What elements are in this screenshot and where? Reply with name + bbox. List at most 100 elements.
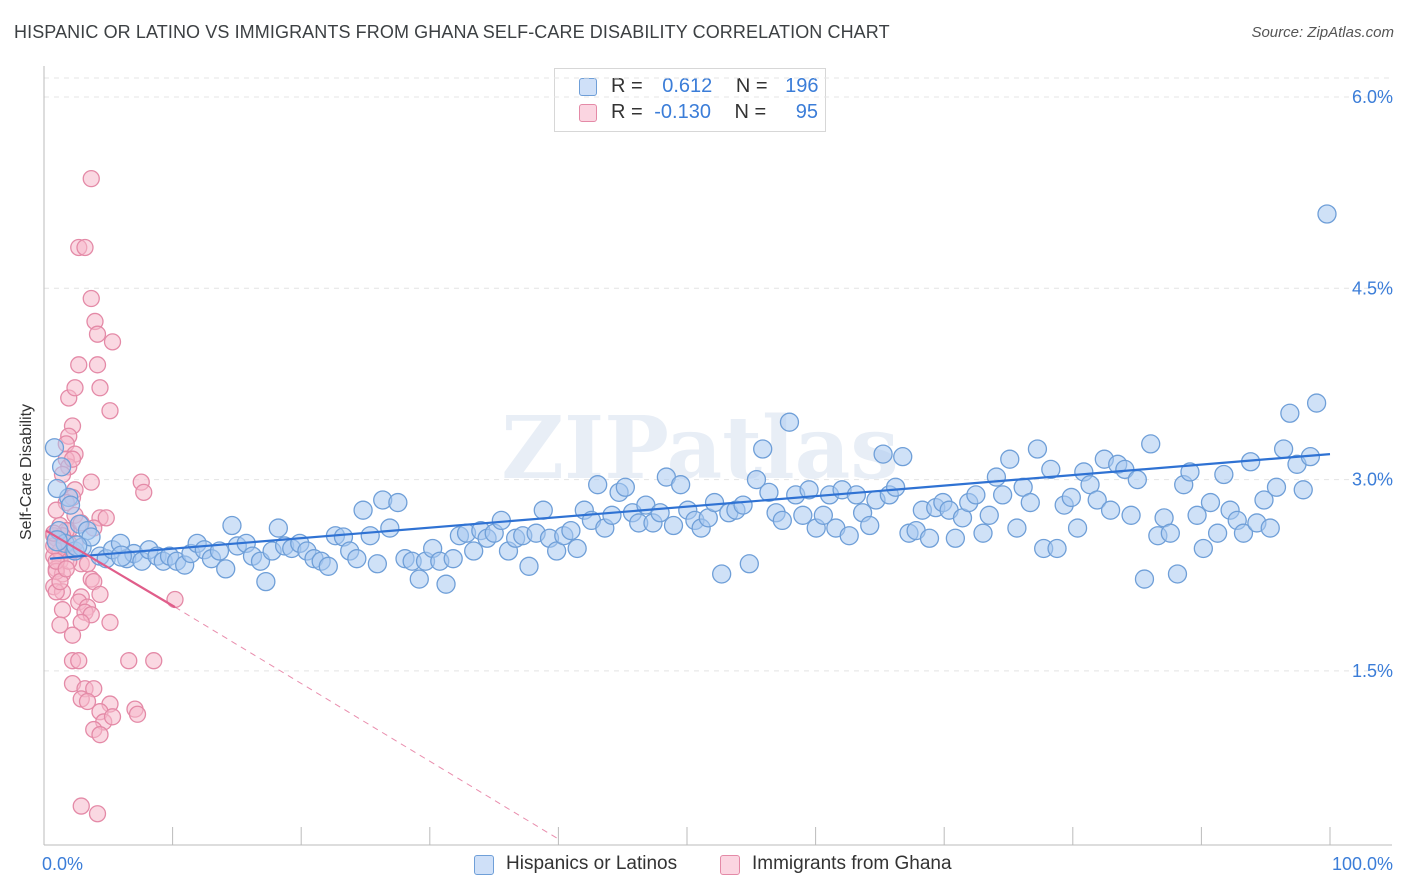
hispanic-point — [966, 485, 986, 505]
hispanic-point — [772, 510, 792, 531]
r-label: R = — [611, 75, 643, 97]
chart-title: HISPANIC OR LATINO VS IMMIGRANTS FROM GH… — [14, 22, 890, 42]
hispanic-point — [746, 469, 767, 490]
hispanic-point — [110, 545, 133, 567]
x-tick-label: 100.0% — [1332, 854, 1393, 874]
hispanic-point — [753, 439, 773, 459]
hispanic-point — [1020, 492, 1040, 513]
ghana-point — [72, 797, 90, 815]
hispanic-trendline — [49, 452, 1331, 560]
hispanic-point — [1273, 439, 1294, 459]
hispanic-point — [409, 569, 429, 589]
r-value: 0.612 — [662, 75, 713, 97]
hispanic-point — [1160, 523, 1180, 543]
hispanic-point — [1127, 469, 1147, 490]
hispanic-point — [1000, 449, 1020, 469]
hispanic-point — [1141, 434, 1161, 454]
hispanic-point — [1280, 403, 1300, 423]
hispanic-point — [712, 564, 732, 584]
hispanic-point — [388, 492, 408, 513]
hispanic-point — [602, 505, 622, 525]
ghana-point — [72, 613, 90, 632]
hispanic-point — [979, 505, 999, 525]
ghana-point — [70, 356, 88, 374]
ghana-point — [82, 473, 100, 491]
stats-legend: R = 0.612 N = 196 R = -0.130 N = 95 — [554, 68, 826, 132]
hispanic-point — [47, 478, 67, 499]
ghana-point — [63, 626, 82, 644]
ghana-point — [82, 169, 100, 188]
hispanic-point — [367, 554, 388, 574]
ghana-point — [128, 705, 147, 723]
legend-label: Immigrants from Ghana — [752, 853, 952, 874]
hispanic-point — [885, 477, 906, 497]
hispanic-point — [919, 528, 940, 548]
ghana-trendline — [45, 529, 176, 609]
hispanic-point — [1180, 462, 1200, 482]
hispanic-point — [443, 549, 463, 569]
y-tick-label: 1.5% — [1352, 661, 1393, 681]
n-value: 95 — [795, 101, 819, 123]
hispanic-point — [222, 515, 242, 536]
hispanic-point — [1027, 439, 1048, 459]
ghana-trendline-extension — [174, 606, 561, 841]
blue-swatch — [474, 855, 494, 875]
hispanic-point — [1306, 393, 1327, 413]
hispanic-point — [353, 500, 373, 520]
hispanic-point — [759, 482, 779, 503]
n-value: 196 — [785, 75, 819, 97]
hispanic-point — [1317, 204, 1337, 224]
hispanic-point — [1214, 464, 1234, 485]
hispanic-point — [663, 515, 684, 536]
hispanic-point — [992, 485, 1013, 505]
hispanic-point — [1254, 490, 1274, 510]
hispanic-point — [347, 549, 367, 569]
hispanic-point — [1167, 564, 1188, 584]
hispanic-point — [945, 528, 966, 548]
ghana-point — [70, 652, 88, 670]
hispanic-point — [615, 477, 635, 497]
n-label: N = — [734, 101, 767, 123]
hispanic-point — [464, 541, 484, 561]
hispanic-point — [1266, 477, 1287, 497]
x-tick-label: 0.0% — [42, 854, 83, 874]
series-legend: Hispanics or Latinos Immigrants from Gha… — [0, 852, 1406, 878]
hispanic-point — [1067, 518, 1088, 538]
hispanic-point — [1193, 538, 1213, 559]
hispanic-point — [268, 518, 288, 538]
hispanic-point — [519, 556, 539, 576]
r-label: R = — [611, 101, 643, 123]
hispanic-point — [51, 457, 72, 477]
ghana-point — [57, 560, 75, 578]
ghana-point — [51, 616, 69, 634]
hispanic-point — [973, 523, 993, 543]
hispanic-point — [216, 559, 236, 579]
hispanic-point — [670, 475, 691, 495]
ghana-point — [101, 402, 119, 420]
hispanic-point — [1061, 487, 1081, 508]
hispanic-point — [1233, 523, 1254, 543]
ghana-point — [91, 379, 109, 397]
hispanic-point — [209, 541, 230, 561]
ghana-point — [101, 613, 119, 632]
pink-swatch — [579, 104, 597, 122]
hispanic-point — [567, 538, 587, 559]
hispanic-point — [360, 526, 380, 546]
watermark: ZIPatlas — [501, 398, 899, 499]
hispanic-point — [46, 530, 68, 552]
ghana-point — [97, 509, 115, 527]
hispanic-point — [893, 446, 913, 467]
ghana-point — [78, 692, 97, 711]
legend-label: Hispanics or Latinos — [506, 853, 678, 874]
hispanic-point — [60, 495, 81, 515]
hispanic-point — [561, 520, 581, 541]
hispanic-point — [1260, 518, 1280, 538]
y-tick-label: 6.0% — [1352, 87, 1393, 107]
hispanic-point — [1200, 492, 1221, 513]
ghana-point — [88, 805, 107, 823]
hispanic-point — [813, 505, 834, 525]
hispanic-point — [1134, 569, 1155, 589]
ghana-point — [66, 379, 84, 397]
ghana-point — [135, 483, 153, 502]
hispanic-point — [1087, 490, 1107, 510]
